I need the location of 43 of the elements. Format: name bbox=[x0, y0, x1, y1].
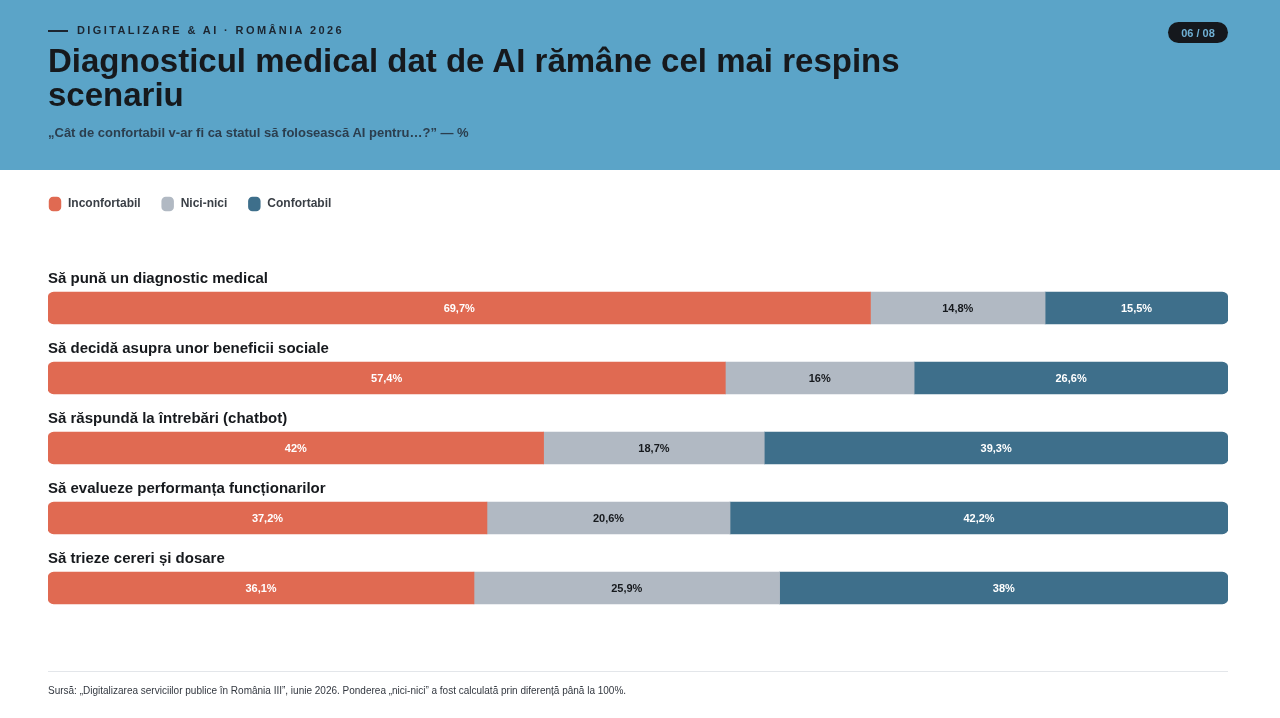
data-label: 26,6% bbox=[1055, 372, 1087, 385]
chart-subtitle: „Cât de confortabil v-ar fi ca statul să folosească AI pentru…?” — % bbox=[48, 125, 469, 140]
y-tick-label: Să decidă asupra unor beneficii sociale bbox=[48, 339, 329, 356]
data-label: 42,2% bbox=[963, 512, 995, 525]
bar bbox=[763, 431, 1228, 465]
y-tick-label: Să evalueze performanța funcționarilor bbox=[48, 479, 326, 496]
data-label: 36,1% bbox=[245, 582, 277, 595]
page-badge: 06 / 08 bbox=[1168, 22, 1228, 43]
legend-label: Inconfortabil bbox=[68, 196, 141, 211]
bar bbox=[913, 361, 1228, 395]
bar bbox=[1044, 291, 1228, 325]
data-label: 42% bbox=[284, 442, 308, 455]
data-label: 25,9% bbox=[611, 582, 643, 595]
y-tick-label: Să răspundă la întrebări (chatbot) bbox=[48, 409, 288, 426]
bar bbox=[870, 291, 1046, 325]
bar bbox=[473, 571, 780, 605]
bar bbox=[48, 361, 726, 395]
y-tick-label: Să pună un diagnostic medical bbox=[48, 269, 269, 286]
bar bbox=[724, 361, 915, 395]
y-tick-label: Să trieze cereri și dosare bbox=[48, 549, 225, 566]
data-label: 57,4% bbox=[371, 372, 403, 385]
bar bbox=[779, 571, 1228, 605]
chart-title: Diagnosticul medical dat de AI rămâne cel mai respins scenariu bbox=[48, 42, 901, 113]
data-label: 20,6% bbox=[592, 512, 625, 525]
bar bbox=[48, 501, 488, 535]
legend-label: Nici-nici bbox=[180, 196, 228, 211]
text: DIGITALIZARE & AI · ROMÂNIA 2026 bbox=[77, 24, 345, 36]
data-label: 39,3% bbox=[980, 442, 1012, 455]
data-label: 37,2% bbox=[251, 512, 284, 525]
data-label: 16% bbox=[808, 372, 831, 385]
data-label: 18,7% bbox=[638, 442, 670, 455]
data-label: 14,8% bbox=[942, 302, 974, 315]
bar bbox=[48, 431, 544, 465]
data-label: 69,7% bbox=[443, 302, 476, 315]
bar bbox=[48, 571, 475, 605]
bar bbox=[48, 291, 871, 325]
text: Sursă: „Digitalizarea serviciilor publice în România III”, iunie 2026. Ponderea „nici-nici” a fost calculată prin diferență până la 100%. bbox=[48, 685, 627, 696]
data-label: 15,5% bbox=[1120, 302, 1153, 315]
bar bbox=[543, 431, 765, 465]
bar bbox=[729, 501, 1228, 535]
bar bbox=[486, 501, 731, 535]
legend-label: Confortabil bbox=[267, 196, 332, 211]
data-label: 38% bbox=[992, 582, 1016, 595]
